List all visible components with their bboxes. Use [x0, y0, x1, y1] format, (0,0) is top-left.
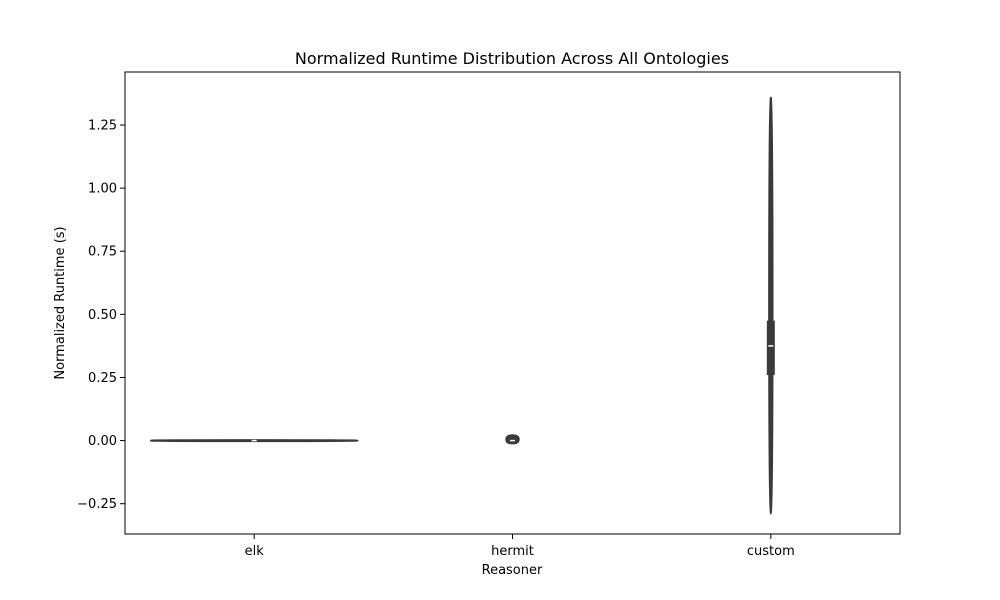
violin-box-custom: [766, 320, 775, 375]
y-axis-label: Normalized Runtime (s): [53, 226, 68, 379]
x-tick-label-custom: custom: [747, 544, 795, 559]
x-tick-label-elk: elk: [245, 544, 265, 559]
y-tick-label: 0.50: [88, 308, 117, 323]
chart-title: Normalized Runtime Distribution Across A…: [295, 49, 729, 68]
violin-body-hermit: [505, 434, 520, 445]
y-tick-label: 1.00: [88, 182, 117, 197]
violin-elk: [149, 439, 359, 443]
y-tick-label: 0.75: [88, 245, 117, 260]
y-tick-label: −0.25: [77, 497, 117, 512]
y-axis: −0.25 0.00 0.25 0.50 0.75 1.00 1.25: [77, 119, 125, 512]
violin-custom: [766, 96, 775, 515]
violins: [149, 96, 775, 515]
violin-hermit: [505, 434, 520, 445]
x-tick-label-hermit: hermit: [491, 544, 534, 559]
plot-area-frame: [124, 71, 901, 535]
y-tick-label: 1.25: [88, 119, 117, 134]
y-tick-label: 0.25: [88, 371, 117, 386]
y-tick-label: 0.00: [88, 434, 117, 449]
x-axis-label: Reasoner: [482, 563, 543, 578]
x-axis: elk hermit custom: [245, 534, 795, 559]
